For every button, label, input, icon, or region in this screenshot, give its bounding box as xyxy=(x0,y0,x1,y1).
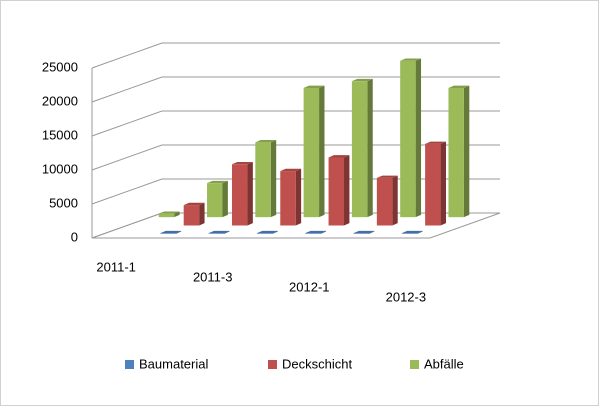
bar xyxy=(280,171,296,226)
bar-top xyxy=(425,141,446,144)
legend-label: Abfälle xyxy=(424,356,464,371)
grid-line xyxy=(91,42,500,69)
bar-side xyxy=(320,230,327,234)
grid-line xyxy=(91,144,500,171)
x-tick-label: 2012-3 xyxy=(386,289,426,304)
bar-top xyxy=(231,161,253,165)
bar-top xyxy=(256,230,278,234)
y-tick-label: 25000 xyxy=(42,59,78,74)
bar xyxy=(376,177,393,226)
bar-side xyxy=(247,161,253,226)
bar-top xyxy=(448,85,470,88)
bar xyxy=(160,233,176,234)
bar-side xyxy=(199,202,205,226)
bar-top xyxy=(208,230,230,234)
bar-side xyxy=(415,58,422,218)
bar-top xyxy=(207,180,228,184)
bar-side xyxy=(272,230,278,234)
bar xyxy=(328,157,345,226)
bar-side xyxy=(174,211,180,218)
bar xyxy=(303,87,320,218)
bar xyxy=(351,81,368,218)
bar-side xyxy=(224,230,230,234)
bar-top xyxy=(160,230,182,234)
bar xyxy=(448,87,464,218)
bar-top xyxy=(401,230,423,234)
x-tick-label: 2011-1 xyxy=(96,259,136,274)
bar-top xyxy=(183,202,205,206)
bar-side xyxy=(368,230,375,234)
bar-side xyxy=(463,85,470,218)
y-tick-label: 15000 xyxy=(42,127,78,142)
bar-top xyxy=(280,168,302,172)
bar-top xyxy=(305,230,327,234)
bar xyxy=(401,233,418,234)
bar-side xyxy=(295,168,302,226)
bar-side xyxy=(270,140,277,218)
bar-top xyxy=(353,230,375,234)
bar-top xyxy=(328,155,350,158)
bar-top xyxy=(400,58,422,61)
y-tick-label: 5000 xyxy=(49,195,78,210)
y-tick-label: 0 xyxy=(71,229,78,244)
bar-top xyxy=(255,140,277,143)
legend-swatch xyxy=(410,360,419,369)
bar-top xyxy=(376,175,398,178)
bar xyxy=(425,143,441,226)
bar-side xyxy=(392,175,398,226)
bar xyxy=(158,213,175,218)
bar-top xyxy=(303,85,325,88)
bar-top xyxy=(158,211,180,214)
x-tick-label: 2011-3 xyxy=(193,269,233,284)
bar xyxy=(207,183,223,218)
grid-line xyxy=(91,76,500,103)
bar-side xyxy=(319,85,325,218)
y-tick-label: 10000 xyxy=(42,161,78,176)
legend-label: Deckschicht xyxy=(282,356,352,371)
bar xyxy=(208,233,225,234)
bar-side xyxy=(175,230,182,234)
bar-side xyxy=(417,230,423,234)
bar-side xyxy=(367,78,373,218)
bar-side xyxy=(344,155,350,226)
bar xyxy=(256,233,273,234)
bar-side xyxy=(222,180,228,218)
bar xyxy=(353,233,369,234)
bar xyxy=(305,233,321,234)
bar xyxy=(183,205,200,226)
bar xyxy=(255,142,271,218)
legend-label: Baumaterial xyxy=(139,356,208,371)
x-tick-label: 2012-1 xyxy=(289,279,329,294)
bar xyxy=(400,60,416,218)
bar-side xyxy=(440,141,446,226)
legend-swatch xyxy=(268,360,277,369)
legend-swatch xyxy=(125,360,134,369)
grid-line xyxy=(91,110,500,137)
bar-top xyxy=(351,78,373,82)
bar xyxy=(231,164,248,226)
y-tick-label: 20000 xyxy=(42,93,78,108)
